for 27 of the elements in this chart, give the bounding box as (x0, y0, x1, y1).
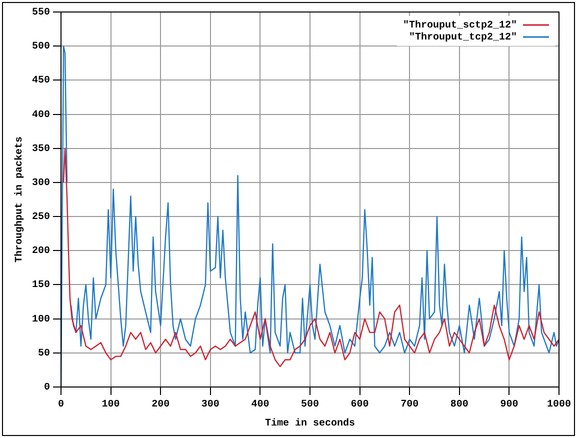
y-tick-label: 300 (32, 178, 50, 189)
y-tick-label: 200 (32, 246, 50, 258)
x-tick-label: 700 (400, 400, 419, 411)
y-axis-title: Throughput in packets (14, 136, 26, 263)
x-tick-label: 300 (201, 400, 220, 411)
x-tick-label: 200 (152, 400, 170, 411)
y-tick-label: 50 (38, 348, 50, 360)
y-tick-label: 450 (32, 76, 50, 87)
x-tick-label: 1000 (546, 400, 572, 411)
x-axis-title: Time in seconds (264, 418, 356, 430)
legend-label: "Throuput_sctp2_12" (402, 20, 517, 32)
y-tick-label: 150 (32, 280, 50, 292)
x-tick-label: 400 (251, 400, 270, 411)
x-tick-label: 900 (500, 400, 518, 411)
y-tick-label: 350 (32, 144, 50, 155)
legend-label: "Throuput_tcp2_12" (408, 32, 517, 44)
y-tick-label: 400 (32, 110, 50, 121)
y-tick-label: 250 (32, 212, 50, 224)
y-tick-label: 100 (32, 314, 50, 326)
x-tick-label: 600 (350, 400, 369, 411)
y-tick-label: 550 (32, 8, 50, 19)
x-tick-label: 0 (58, 400, 64, 411)
y-tick-label: 500 (32, 42, 50, 53)
x-tick-label: 100 (102, 400, 120, 411)
x-tick-label: 800 (450, 400, 468, 411)
y-tick-label: 0 (44, 382, 50, 394)
x-tick-label: 500 (300, 400, 320, 411)
